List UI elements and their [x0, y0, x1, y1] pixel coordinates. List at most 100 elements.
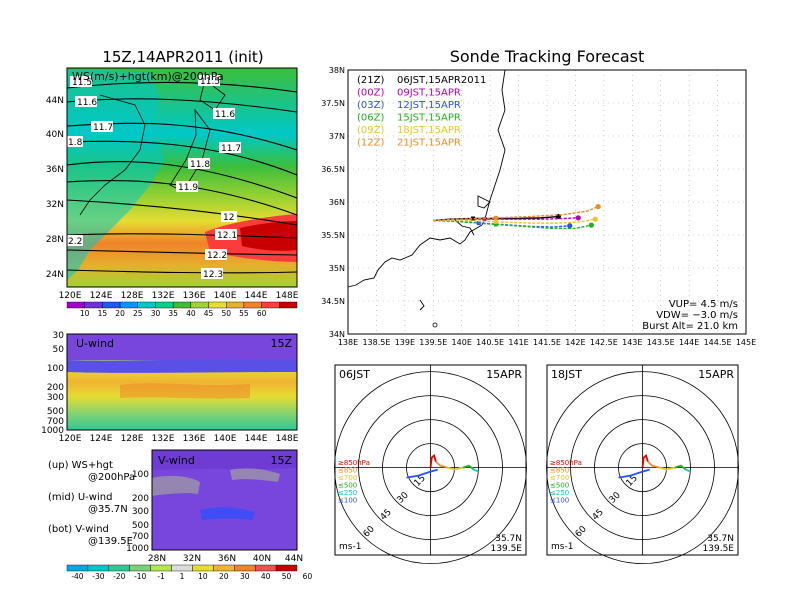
- lat-tick: 35N: [329, 264, 345, 273]
- colorbar-swatch: [108, 564, 130, 572]
- lat-tick: 36N: [46, 165, 64, 175]
- lat-tick: 38N: [329, 66, 345, 75]
- colorbar-label: 60: [257, 309, 267, 318]
- honshu-coastline: [347, 69, 506, 288]
- hodo-level-label: ≤250: [550, 489, 569, 497]
- hodo-level-label: ≥850hPa: [550, 459, 582, 467]
- contour-label: 11.7: [93, 123, 113, 133]
- lon-tick: 144E: [679, 338, 699, 347]
- colorbar-label: 55: [239, 309, 249, 318]
- lon-tick: 144E: [245, 434, 268, 444]
- hodo-date: 15APR: [486, 368, 522, 381]
- colorbar-swatch: [102, 301, 121, 309]
- v-wind-top: [152, 450, 297, 470]
- hodo-lon: 139.5E: [703, 544, 735, 554]
- lon-tick: 139E: [395, 338, 415, 347]
- colorbar-label: 15: [98, 309, 108, 318]
- burst-marker: [493, 219, 498, 224]
- u-y-ticks: 30 50 100 200 300 500 700 1000: [41, 331, 64, 436]
- hodo-trace: [647, 460, 660, 469]
- island-outline: [432, 322, 438, 328]
- contour-label: 11.8: [190, 160, 210, 170]
- colorbar-label: 20: [219, 572, 229, 581]
- hodo-lat: 35.7N: [707, 534, 734, 544]
- pressure-tick: 200: [132, 494, 149, 504]
- v-panel-time: 15Z: [270, 454, 292, 467]
- legend-utc: (21Z): [357, 75, 384, 86]
- legend-utc: (00Z): [357, 88, 384, 99]
- contour-label: 12.2: [207, 251, 227, 261]
- colorbar-label: 45: [204, 309, 214, 318]
- lat-tick: 44N: [285, 554, 303, 564]
- lon-tick: 124E: [90, 291, 113, 301]
- colorbar-swatch: [213, 564, 235, 572]
- colorbar-label: 50: [282, 572, 292, 581]
- hodo-ring: [358, 395, 503, 541]
- lon-tick: 142.5E: [590, 338, 618, 347]
- u-wind-band: [67, 359, 297, 373]
- lon-tick: 148E: [276, 434, 299, 444]
- u-x-ticks: 120E 124E 128E 132E 136E 140E 144E 148E: [59, 434, 299, 444]
- hodo-lon: 139.5E: [491, 544, 523, 554]
- lat-tick: 24N: [46, 270, 64, 280]
- jet-core-max: [240, 221, 297, 251]
- ws-hgt-map: 11.5 11.5 11.6 11.6 11.7 11.7 1.8 11.8 1…: [46, 67, 299, 301]
- colorbar-swatch: [243, 301, 262, 309]
- track-grid: [348, 70, 746, 334]
- burst-marker: [471, 216, 476, 221]
- colorbar-label: -1: [157, 572, 165, 581]
- colorbar-swatch: [171, 564, 193, 572]
- landing-point: [575, 215, 581, 221]
- hodo-ring: [546, 371, 739, 565]
- v-y-ticks: 100 200 300 500 700 1000: [126, 470, 149, 554]
- colorbar-label: 10: [198, 572, 208, 581]
- contour-label: 11.5: [200, 77, 220, 87]
- height-contours: [66, 81, 298, 274]
- legend-utc: (03Z): [357, 100, 384, 111]
- ws-colorbar: 10 15 20 25 30 35 40 45 50 55 60: [66, 301, 298, 318]
- hodo-title: 06JST: [339, 368, 370, 381]
- hodo-trace: [429, 454, 437, 468]
- lon-tick: 139.5E: [419, 338, 447, 347]
- vup-text: VUP= 4.5 m/s: [669, 299, 738, 310]
- pressure-tick: 300: [132, 507, 149, 517]
- lat-tick: 36N: [218, 554, 236, 564]
- lon-tick: 132E: [152, 434, 175, 444]
- pressure-tick: 700: [47, 417, 64, 427]
- colorbar-label: 40: [186, 309, 196, 318]
- hodo-trace: [435, 460, 448, 469]
- panel-notes: (up) WS+hgt @200hPa (mid) U-wind @35.7N …: [48, 460, 135, 547]
- lat-tick: 37N: [329, 132, 345, 141]
- legend-utc: (09Z): [357, 125, 384, 136]
- v-wind-gray: [152, 475, 200, 496]
- u-panel-time: 15Z: [270, 337, 292, 350]
- track-legend: (21Z) 06JST,15APR2011 (00Z) 09JST,15APR (03Z…: [357, 75, 486, 149]
- hodo-ring: [382, 419, 479, 517]
- lat-tick: 34.5N: [321, 297, 345, 306]
- hodo-unit: ms-1: [551, 542, 573, 552]
- colorbar-swatch: [254, 564, 277, 572]
- lon-tick: 144E: [245, 291, 268, 301]
- colorbar-label: -20: [113, 572, 125, 581]
- hodo-level-label: ≤850: [550, 467, 569, 475]
- hodo-trace: [618, 468, 650, 479]
- pressure-tick: 500: [47, 407, 64, 417]
- burst-marker: [493, 215, 498, 220]
- colorbar-swatch: [137, 301, 156, 309]
- legend-jst: 15JST,15APR: [397, 113, 461, 124]
- lat-tick: 36N: [329, 198, 345, 207]
- hodo-lat: 35.7N: [495, 534, 522, 544]
- colorbar-label: 60: [303, 572, 313, 581]
- hodo-title: 18JST: [551, 368, 582, 381]
- hodo-level-label: ≤250: [338, 489, 357, 497]
- hodo-level-label: ≤700: [338, 474, 357, 482]
- colorbar-label: 35: [168, 309, 178, 318]
- lon-tick: 148E: [276, 291, 299, 301]
- colorbar-swatch: [275, 564, 298, 572]
- legend-jst: 18JST,15APR: [397, 125, 461, 136]
- hodo-trace: [674, 464, 687, 471]
- u-panel-frame: [66, 333, 298, 431]
- mainland-coast: [79, 94, 146, 216]
- colorbar-swatch: [190, 301, 209, 309]
